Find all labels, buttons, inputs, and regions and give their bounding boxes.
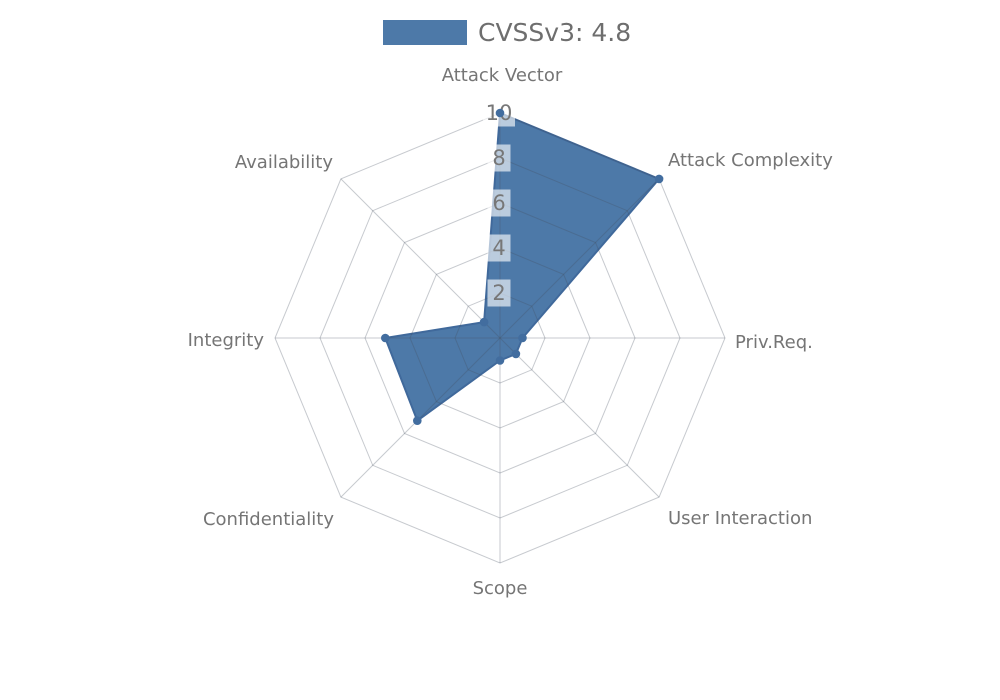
vertex-marker <box>381 333 390 343</box>
grid-ring <box>454 292 546 384</box>
tick-label: 2 <box>492 281 505 305</box>
grid-spoke <box>499 178 660 339</box>
axis-label-attack-vector: Attack Vector <box>442 65 563 86</box>
vertex-marker <box>495 108 505 118</box>
tick-box <box>487 144 511 172</box>
grid-spoke <box>340 178 501 339</box>
vertex-marker <box>654 174 664 184</box>
grid-spoke <box>340 337 501 498</box>
grid-ring <box>364 202 636 474</box>
legend-label: CVSSv3: 4.8 <box>478 18 631 47</box>
chart-legend: CVSSv3: 4.8 <box>383 18 631 47</box>
vertex-marker <box>479 317 489 327</box>
tick-box <box>487 279 511 307</box>
grid-ring <box>274 112 726 564</box>
tick-box <box>487 189 511 217</box>
axis-labels: Attack Vector Attack Complexity Priv.Req… <box>188 65 834 599</box>
tick-label: 6 <box>492 191 505 215</box>
axis-label-user-interaction: User Interaction <box>668 508 812 529</box>
tick-box <box>487 234 511 262</box>
vertex-marker <box>511 349 521 359</box>
axis-label-confidentiality: Confidentiality <box>203 509 334 530</box>
tick-label: 4 <box>492 236 505 260</box>
axis-label-attack-complexity: Attack Complexity <box>668 150 833 171</box>
axis-label-priv-req: Priv.Req. <box>735 332 813 353</box>
vertex-marker <box>518 333 527 343</box>
vertex-marker <box>413 416 422 426</box>
legend-swatch <box>383 20 467 45</box>
axis-label-availability: Availability <box>235 152 333 173</box>
series-polygon <box>384 112 661 422</box>
vertex-marker <box>495 356 505 365</box>
vertex-markers <box>381 108 664 426</box>
grid-ring <box>409 247 591 429</box>
tick-label: 8 <box>492 146 505 170</box>
axis-label-scope: Scope <box>473 578 528 599</box>
axis-label-integrity: Integrity <box>188 330 265 351</box>
grid-ring <box>319 157 681 519</box>
series-layer <box>384 112 661 422</box>
grid-spoke <box>499 337 660 498</box>
radial-tick-labels: 246810 <box>483 99 515 307</box>
